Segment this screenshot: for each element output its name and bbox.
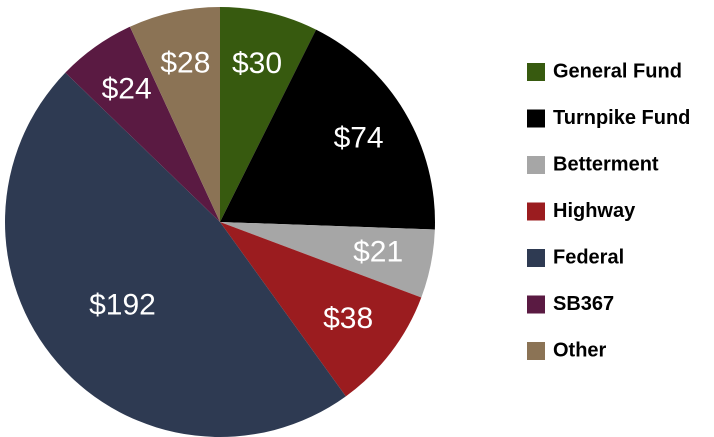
legend-swatch — [527, 342, 545, 360]
legend-label: Highway — [553, 200, 636, 222]
slice-label: $28 — [160, 46, 210, 79]
pie-slice — [220, 222, 435, 298]
pie-slice — [220, 7, 317, 222]
legend-label: SB367 — [553, 293, 614, 315]
slice-label: $192 — [89, 288, 156, 321]
pie-slice — [129, 7, 220, 222]
pie-slice — [5, 72, 346, 437]
legend-label: General Fund — [553, 60, 682, 82]
legend-swatch — [527, 156, 545, 174]
legend-swatch — [527, 249, 545, 267]
legend-label: Betterment — [553, 153, 659, 175]
slice-label: $74 — [334, 122, 384, 155]
pie-slice — [220, 222, 422, 397]
slice-label: $38 — [323, 302, 373, 335]
legend-swatch — [527, 63, 545, 81]
legend-label: Turnpike Fund — [553, 107, 690, 129]
slice-label: $21 — [353, 235, 403, 268]
legend-swatch — [527, 202, 545, 221]
legend-label: Federal — [553, 246, 624, 268]
pie-slice — [220, 29, 435, 230]
pie-slice — [65, 26, 220, 222]
slice-label: $24 — [102, 72, 152, 105]
slice-label: $30 — [232, 47, 282, 80]
legend-label: Other — [553, 339, 607, 361]
legend-swatch — [527, 109, 545, 128]
legend-swatch — [527, 295, 545, 314]
